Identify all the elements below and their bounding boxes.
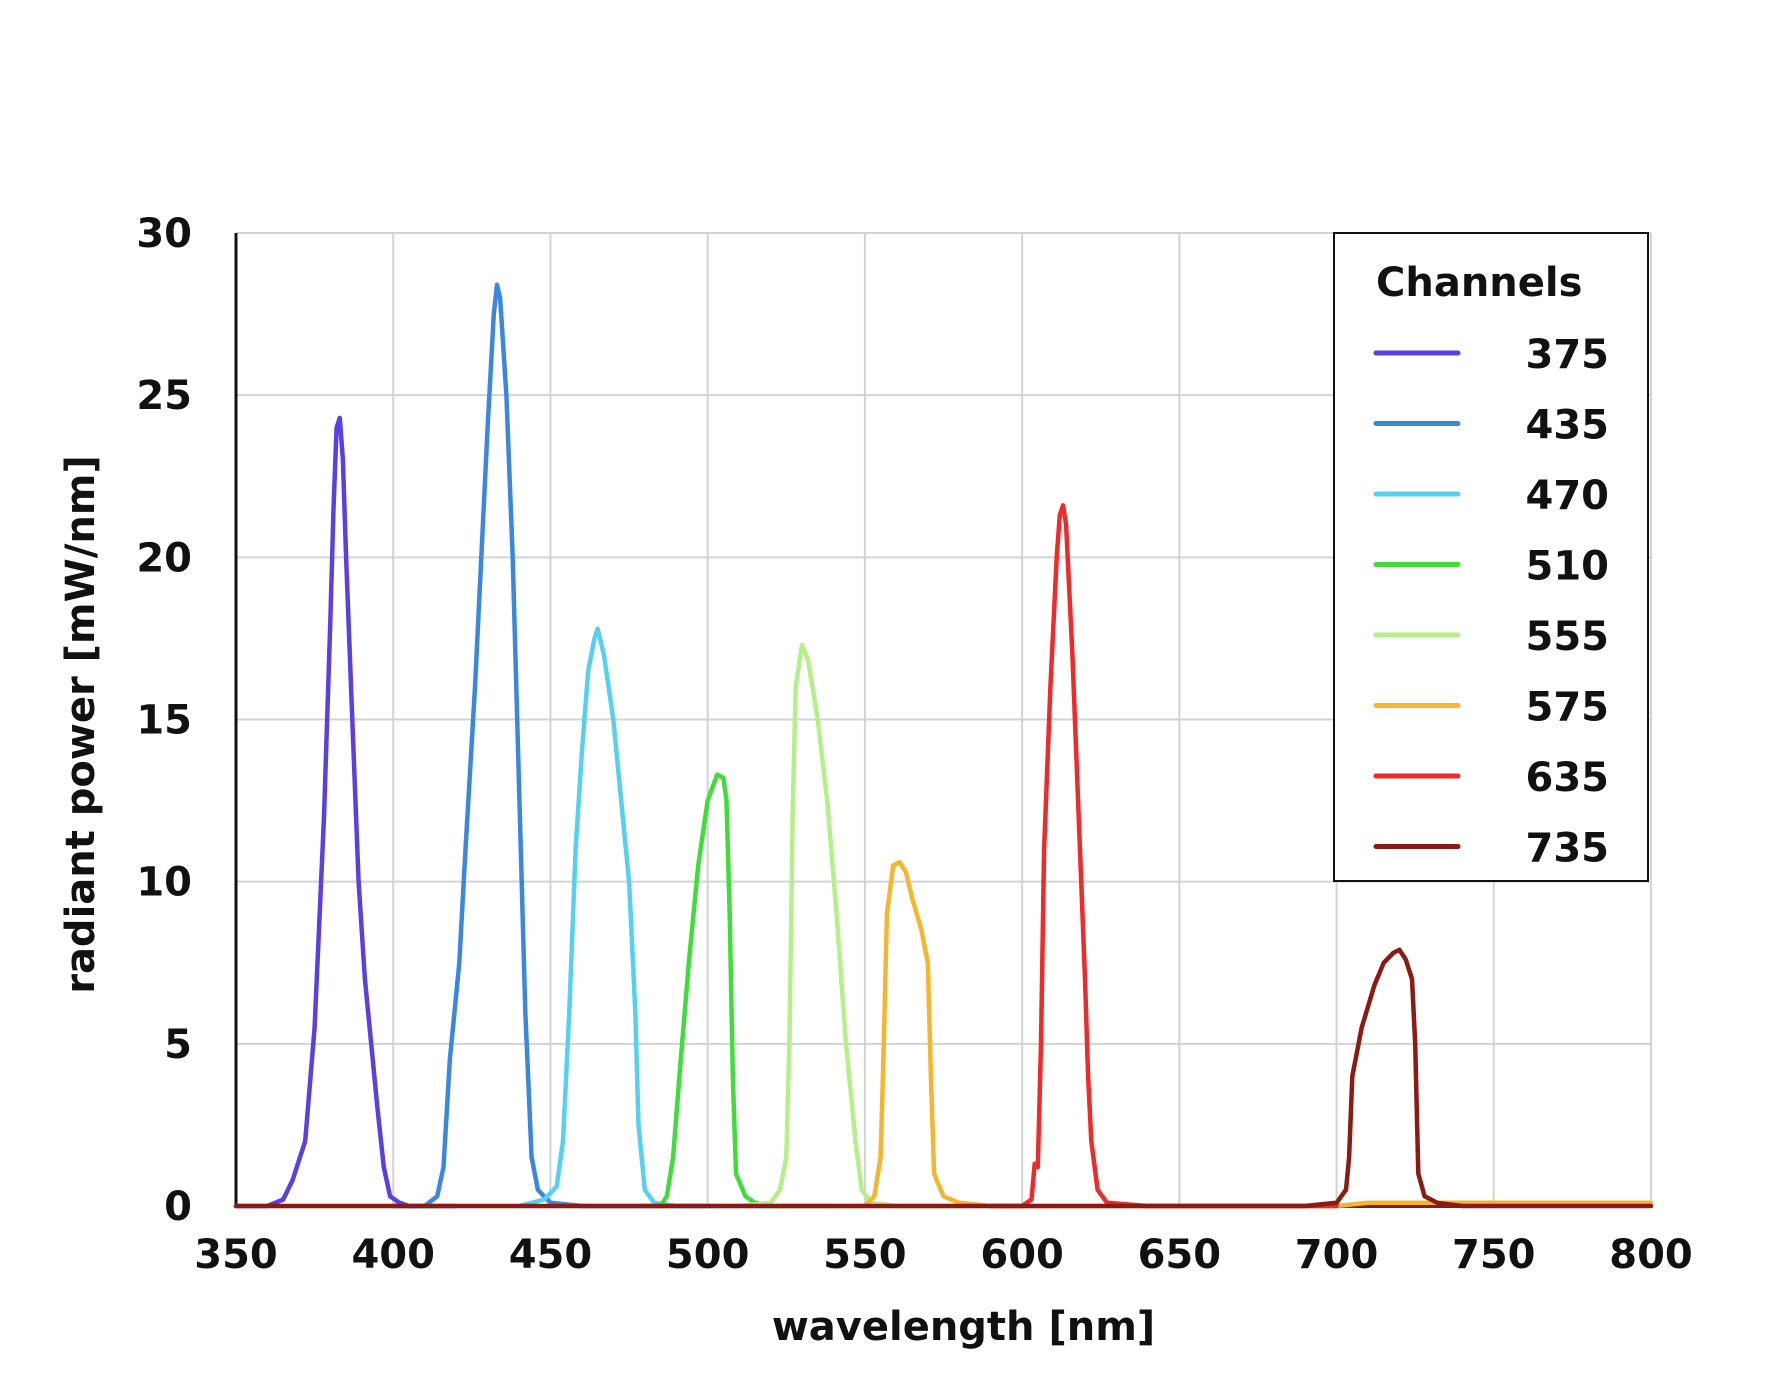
series-line-470 <box>516 626 773 1209</box>
y-tick-label: 0 <box>164 1184 192 1230</box>
x-tick-label: 750 <box>1452 1232 1536 1278</box>
x-tick-label: 550 <box>823 1232 907 1278</box>
x-tick-label: 450 <box>509 1232 593 1278</box>
y-tick-label: 10 <box>136 860 192 906</box>
series-line-435 <box>390 282 710 1209</box>
series-lines <box>233 282 1654 1209</box>
legend-label-375: 375 <box>1526 332 1610 378</box>
y-tick-label: 5 <box>164 1022 192 1068</box>
x-tick-label: 650 <box>1138 1232 1222 1278</box>
series-line-575 <box>831 859 1654 1209</box>
series-line-510 <box>642 772 836 1209</box>
legend-label-470: 470 <box>1526 473 1610 519</box>
legend-label-510: 510 <box>1526 544 1610 590</box>
legend-label-635: 635 <box>1526 755 1610 801</box>
y-tick-label: 30 <box>136 211 192 257</box>
x-tick-label: 400 <box>351 1232 435 1278</box>
legend-box <box>1333 232 1649 882</box>
series-line-635 <box>988 503 1339 1209</box>
y-axis-label: radiant power [mW/nm] <box>58 455 104 994</box>
legend-label-555: 555 <box>1526 614 1610 660</box>
series-line-555 <box>736 642 962 1209</box>
legend: Channels 375 435 470 510 555 575 635 735 <box>1333 232 1649 882</box>
x-tick-label: 800 <box>1609 1232 1693 1278</box>
x-tick-label: 500 <box>666 1232 750 1278</box>
y-tick-label: 20 <box>136 535 192 581</box>
y-tick-label: 25 <box>136 373 192 419</box>
x-tick-label: 700 <box>1295 1232 1379 1278</box>
tick-labels: 350 400 450 500 550 600 650 700 750 8000510152025… <box>136 211 1692 1278</box>
series-line-735 <box>233 947 1654 1209</box>
x-tick-label: 350 <box>194 1232 278 1278</box>
legend-label-735: 735 <box>1526 826 1610 872</box>
x-tick-label: 600 <box>980 1232 1064 1278</box>
series-line-375 <box>233 415 459 1209</box>
x-axis-label: wavelength [nm] <box>772 1304 1155 1350</box>
legend-title: Channels <box>1376 260 1582 306</box>
y-tick-label: 15 <box>136 698 192 744</box>
legend-label-435: 435 <box>1526 403 1610 449</box>
legend-label-575: 575 <box>1526 685 1610 731</box>
